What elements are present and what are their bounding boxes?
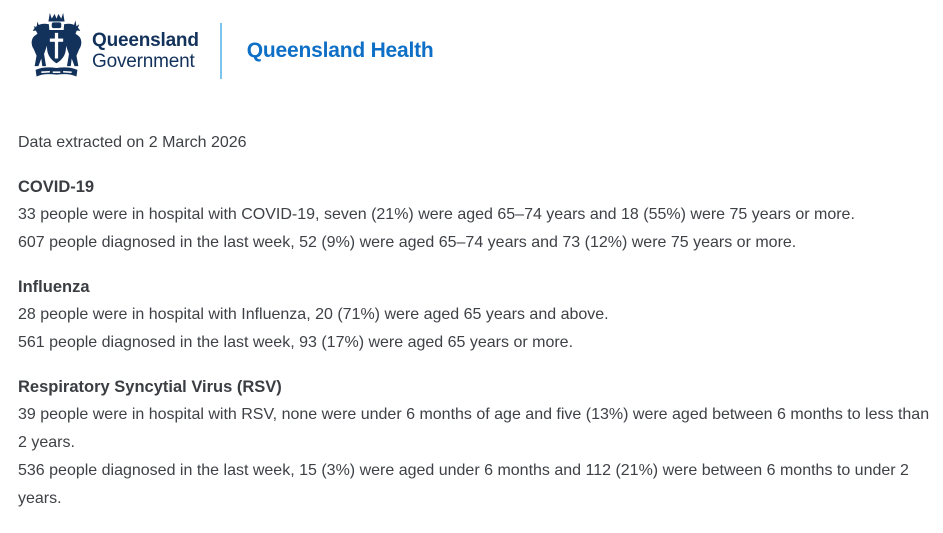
influenza-diagnosed-stat: 561 people diagnosed in the last week, 9… <box>18 334 574 351</box>
header-divider <box>219 23 222 79</box>
header: Queensland Government Queensland Health <box>0 0 943 92</box>
section-rsv: Respiratory Syncytial Virus (RSV) 39 peo… <box>18 373 933 513</box>
qld-government-wordmark: Queensland Government <box>92 30 199 72</box>
covid19-hospital-stat: 33 people were in hospital with COVID-19… <box>18 206 855 223</box>
qld-government-logo[interactable]: Queensland Government <box>28 11 199 92</box>
section-influenza: Influenza 28 people were in hospital wit… <box>18 273 933 357</box>
covid19-diagnosed-stat: 607 people diagnosed in the last week, 5… <box>18 234 797 251</box>
main-content: Data extracted on 2 March 2026 COVID-19 … <box>0 129 943 513</box>
rsv-diagnosed-stat: 536 people diagnosed in the last week, 1… <box>18 462 909 507</box>
section-covid19: COVID-19 33 people were in hospital with… <box>18 173 933 257</box>
wordmark-line1: Queensland <box>92 30 199 51</box>
coat-of-arms-icon <box>28 11 85 92</box>
section-title-influenza: Influenza <box>18 278 90 296</box>
rsv-hospital-stat: 39 people were in hospital with RSV, non… <box>18 406 930 451</box>
section-title-rsv: Respiratory Syncytial Virus (RSV) <box>18 378 282 396</box>
wordmark-line2: Government <box>92 51 195 72</box>
site-title-queensland-health[interactable]: Queensland Health <box>246 39 434 62</box>
influenza-hospital-stat: 28 people were in hospital with Influenz… <box>18 306 609 323</box>
data-extracted-note: Data extracted on 2 March 2026 <box>18 134 247 151</box>
section-title-covid19: COVID-19 <box>18 178 95 196</box>
